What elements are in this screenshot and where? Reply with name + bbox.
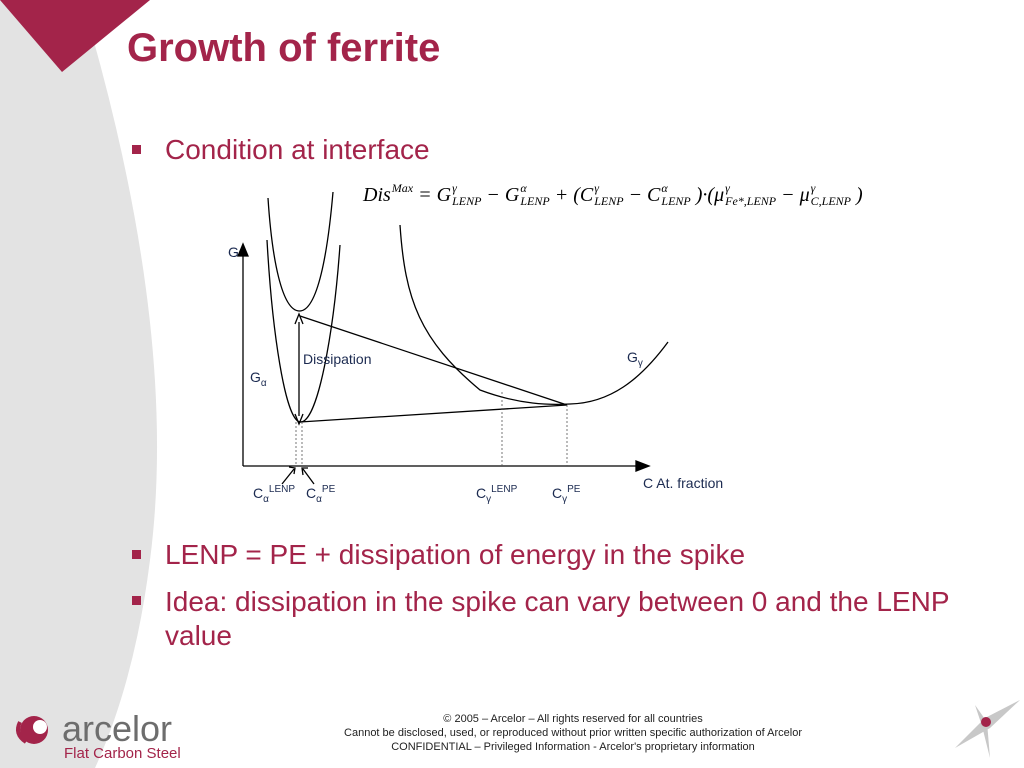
formula-sub: Fe*,LENP xyxy=(725,194,777,208)
footer-line: Cannot be disclosed, used, or reproduced… xyxy=(344,727,802,739)
g-alpha-label: Gα xyxy=(250,369,267,389)
x-axis-label: C At. fraction xyxy=(643,475,723,491)
arrow xyxy=(635,460,651,472)
formula-base: − C xyxy=(628,183,661,206)
bullet: Idea: dissipation in the spike can vary … xyxy=(132,585,985,653)
logo-text: arcelor xyxy=(62,708,172,749)
label-sub: γ xyxy=(562,494,567,505)
label-sub: α xyxy=(316,494,322,505)
formula-base: )·(μ xyxy=(695,183,725,206)
formula-scripts: α LENP xyxy=(661,182,690,208)
formula-sub: LENP xyxy=(520,194,550,208)
formula-base: = G xyxy=(418,183,452,206)
formula-scripts: γ LENP xyxy=(594,182,623,208)
formula-base: − μ xyxy=(781,183,810,206)
formula-scripts: γ LENP xyxy=(452,182,481,208)
label-base: C xyxy=(253,485,263,501)
formula-term: + (C γ LENP xyxy=(555,182,624,208)
arrow xyxy=(237,242,249,257)
formula-scripts: γ Fe*,LENP xyxy=(725,182,776,208)
alpha-curve xyxy=(267,191,334,312)
formula-sup: Max xyxy=(391,181,414,195)
c-gamma-lenp-label: CγLENP xyxy=(476,484,518,505)
formula-sub: LENP xyxy=(452,194,482,208)
formula-sup: γ xyxy=(810,181,816,195)
formula-sub: LENP xyxy=(661,194,691,208)
c-gamma-pe-label: CγPE xyxy=(552,484,581,505)
label-sup: PE xyxy=(567,484,581,495)
y-axis-label: G xyxy=(228,244,239,260)
label-base: G xyxy=(627,349,638,365)
label-sup: LENP xyxy=(491,484,517,495)
arrow xyxy=(294,312,304,426)
division-text: Flat Carbon Steel xyxy=(64,745,181,762)
formula-scripts: Max xyxy=(392,182,413,208)
label-base: C xyxy=(476,485,486,501)
logo-icon xyxy=(16,716,48,744)
formula-sub: LENP xyxy=(594,194,624,208)
label-sub: γ xyxy=(486,494,491,505)
formula-sup: γ xyxy=(452,181,457,195)
footer-line: © 2005 – Arcelor – All rights reserved f… xyxy=(443,713,703,725)
g-gamma-label: Gγ xyxy=(627,349,643,369)
footer-line: CONFIDENTIAL – Privileged Information - … xyxy=(391,741,755,753)
corner-star xyxy=(955,700,1020,758)
gamma-curve xyxy=(399,224,669,406)
formula-scripts: α LENP xyxy=(520,182,549,208)
diagram xyxy=(237,191,669,485)
arrow xyxy=(281,466,296,485)
corner-triangle xyxy=(0,0,150,72)
formula-term: − μ γ C,LENP xyxy=(781,182,851,208)
formula-base: Dis xyxy=(363,183,391,206)
formula-sup: α xyxy=(661,181,668,195)
label-sub: α xyxy=(261,378,267,389)
c-alpha-pe-label: CαPE xyxy=(306,484,336,505)
side-decoration xyxy=(0,0,158,768)
formula-base: − G xyxy=(486,183,520,206)
formula-term: )·(μ γ Fe*,LENP xyxy=(696,182,776,208)
arrow xyxy=(301,467,315,485)
label-base: G xyxy=(250,369,261,385)
formula-sup: γ xyxy=(594,181,599,195)
c-alpha-lenp-label: CαLENP xyxy=(253,484,295,505)
bullet: Condition at interface xyxy=(132,134,430,165)
formula-sub: C,LENP xyxy=(810,194,851,208)
label-sup: LENP xyxy=(269,484,295,495)
alpha-curve xyxy=(266,239,341,423)
tangent-line xyxy=(299,315,568,406)
label-sub: γ xyxy=(638,358,643,369)
label-sup: PE xyxy=(322,484,336,495)
label-base: C xyxy=(552,485,562,501)
formula-sup: γ xyxy=(725,181,730,195)
formula-term: ) xyxy=(856,184,863,207)
tangent-line xyxy=(299,404,568,423)
label-sub: α xyxy=(263,494,269,505)
formula-scripts: γ C,LENP xyxy=(811,182,851,208)
formula-base: + (C xyxy=(554,183,594,206)
footer: © 2005 – Arcelor – All rights reserved f… xyxy=(300,712,846,754)
formula-base: ) xyxy=(856,183,863,206)
formula-sup: α xyxy=(520,181,527,195)
formula-sub xyxy=(392,195,413,208)
formula-term: Dis Max xyxy=(363,182,413,208)
dissipation-label: Dissipation xyxy=(303,351,371,367)
bullet: LENP = PE + dissipation of energy in the… xyxy=(132,539,985,571)
label-base: C xyxy=(306,485,316,501)
slide-title: Growth of ferrite xyxy=(127,26,441,70)
